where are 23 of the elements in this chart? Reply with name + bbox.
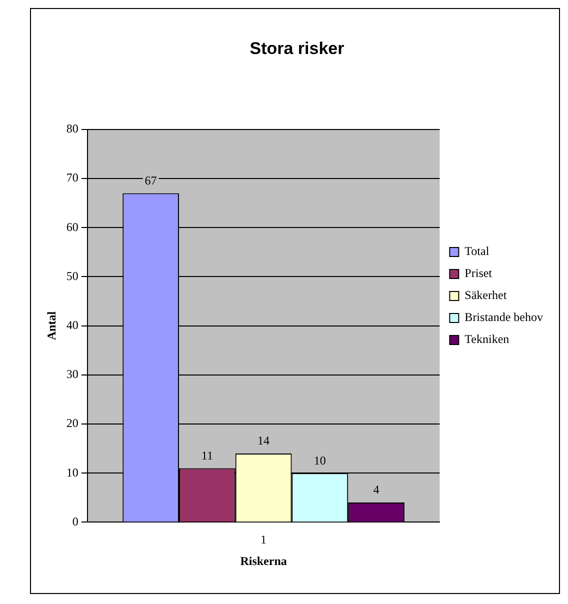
legend-label: Säkerhet — [464, 288, 508, 302]
y-tick-label: 60 — [66, 220, 78, 234]
chart-title: Stora risker — [250, 38, 345, 58]
y-tick-label: 80 — [66, 122, 78, 136]
y-tick-label: 40 — [66, 318, 78, 332]
y-tick-label: 70 — [66, 170, 78, 185]
y-tick-label: 20 — [66, 416, 78, 430]
data-label: 14 — [258, 434, 270, 448]
x-tick-label: 1 — [260, 532, 267, 547]
legend-label: Total — [464, 244, 490, 258]
y-tick-label: 50 — [66, 268, 78, 283]
legend-label: Bristande behov — [464, 310, 544, 324]
x-axis-title: Riskerna — [240, 554, 287, 568]
y-axis-title: Antal — [44, 310, 58, 340]
data-label: 67 — [144, 173, 157, 188]
data-label: 11 — [201, 448, 213, 462]
y-tick-label: 0 — [72, 514, 78, 528]
data-label: 10 — [314, 453, 326, 468]
data-label: 4 — [373, 482, 380, 497]
y-tick-label: 30 — [66, 367, 78, 382]
legend-label: Priset — [464, 266, 493, 280]
legend-label: Tekniken — [464, 332, 510, 346]
y-tick-label: 10 — [66, 465, 78, 480]
